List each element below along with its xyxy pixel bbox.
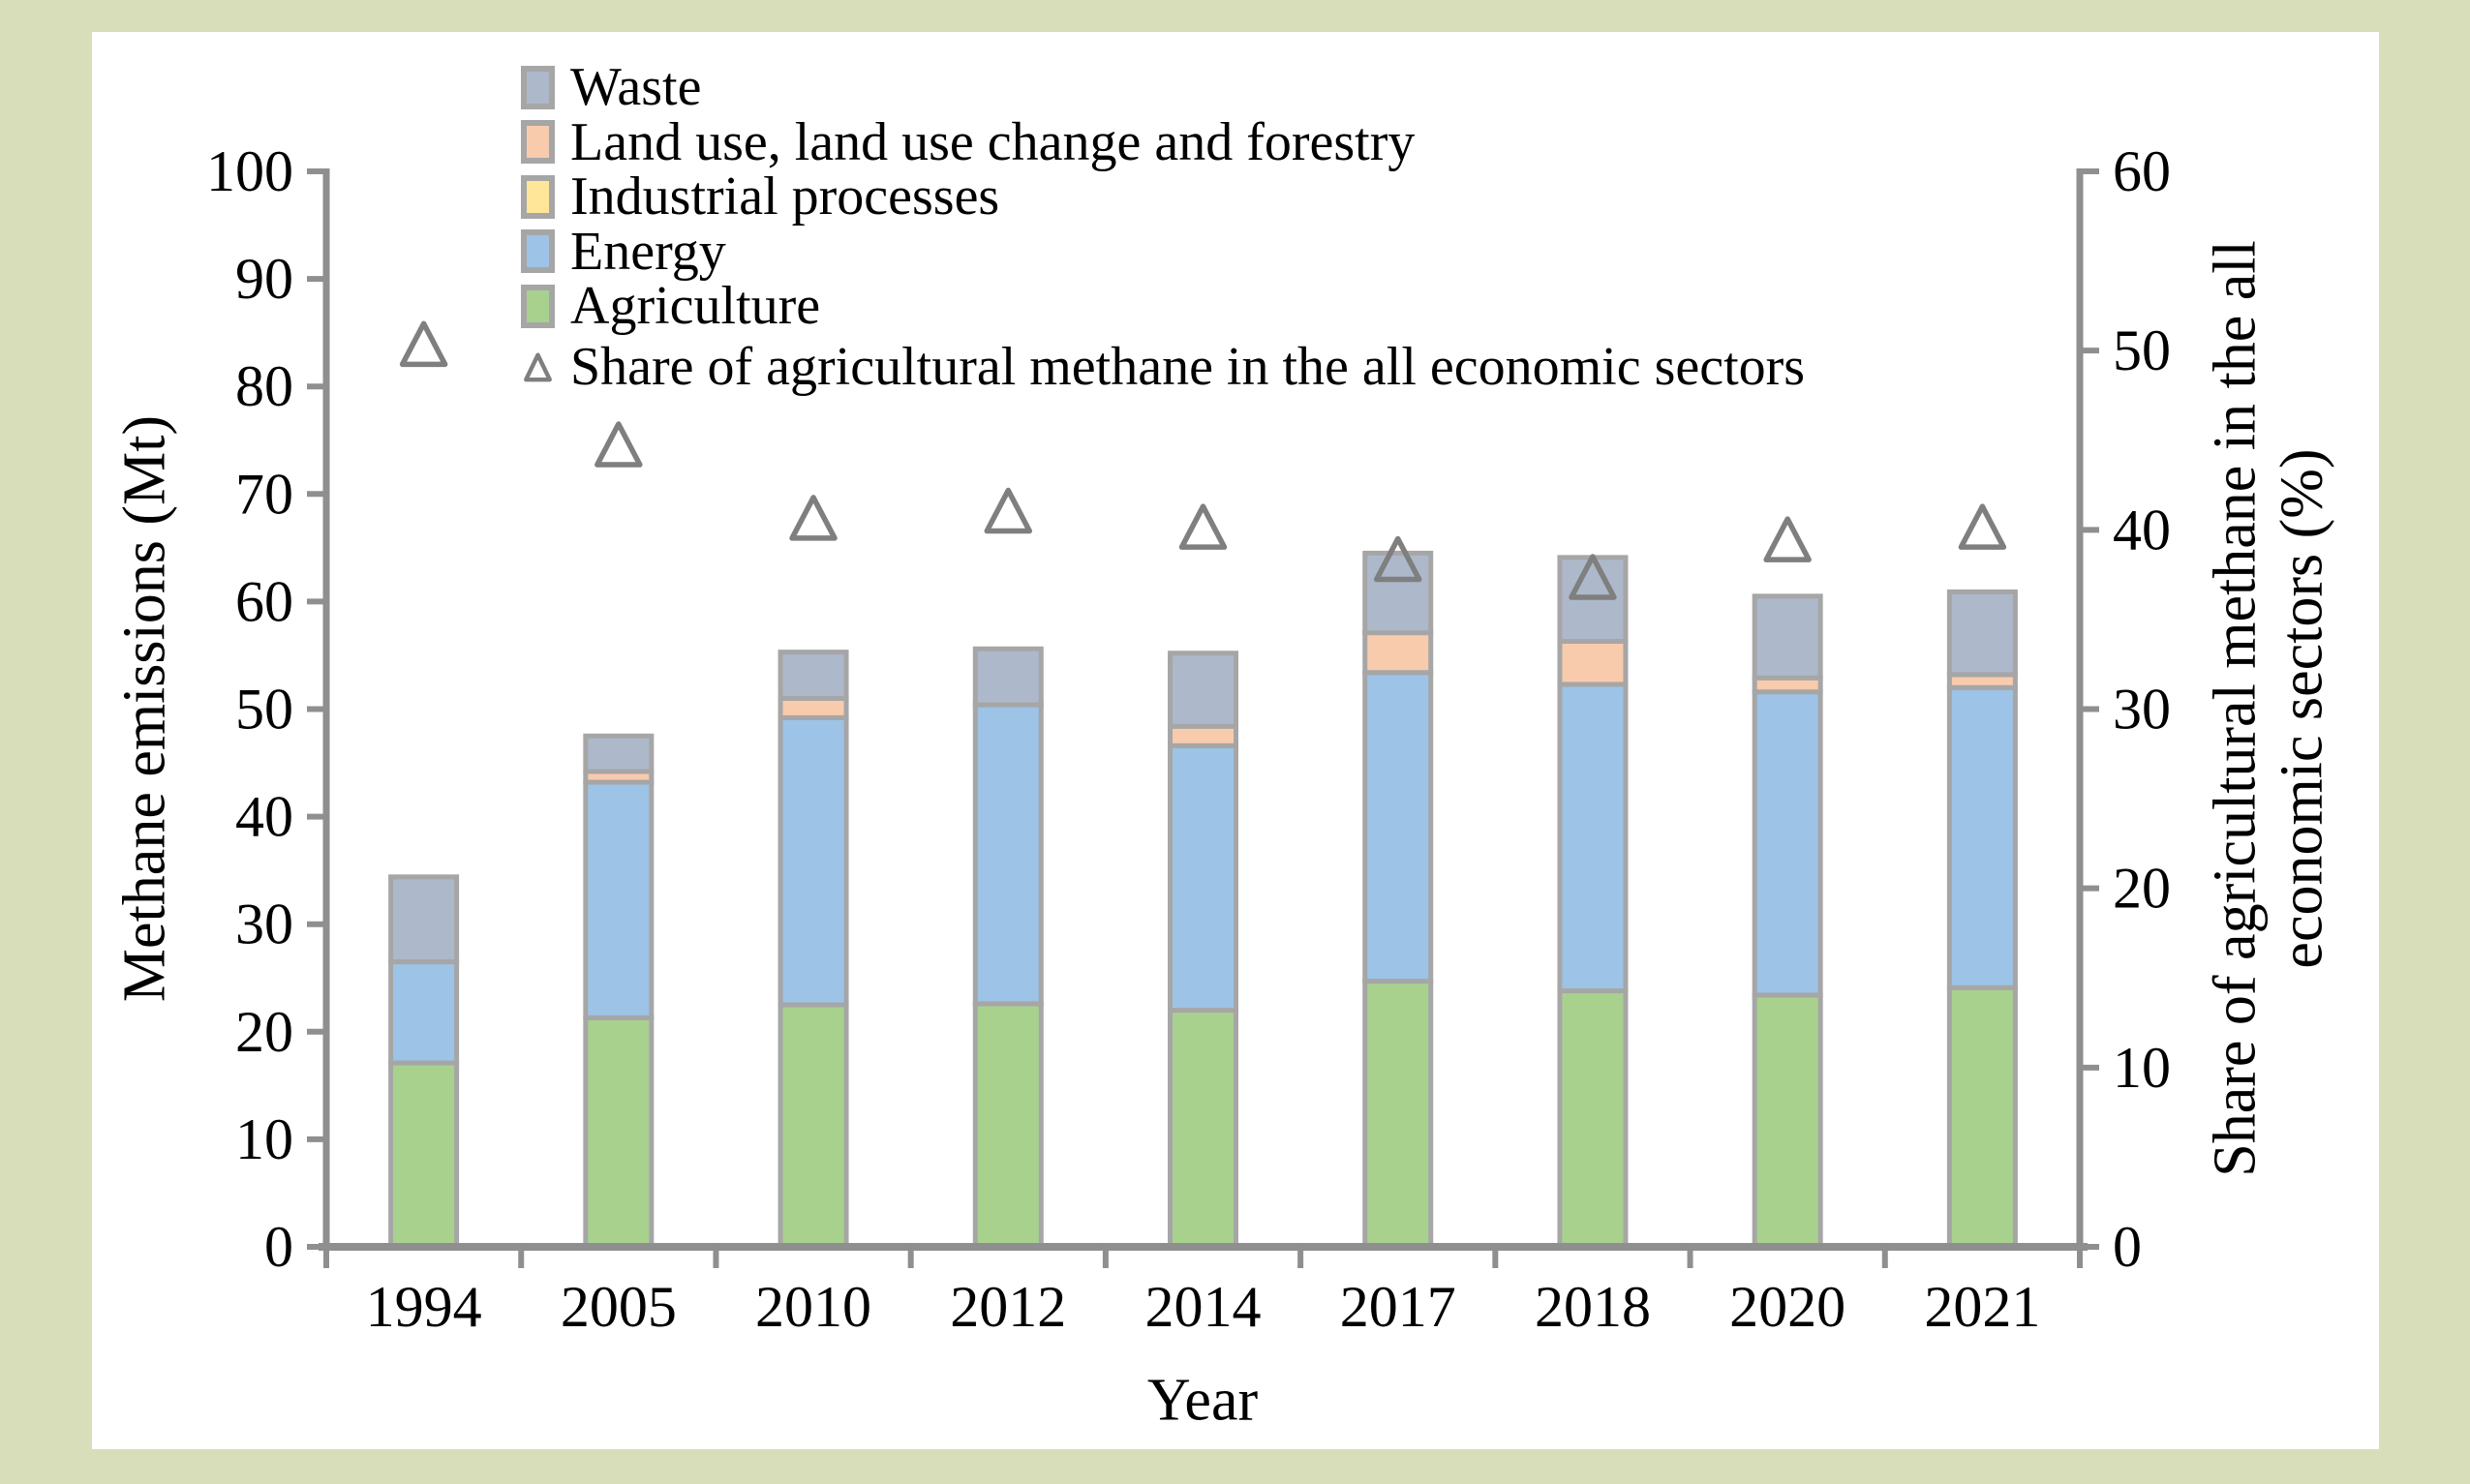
legend-marker-triangle-icon xyxy=(521,347,555,387)
legend-item-land-use: Land use, land use change and forestry xyxy=(521,115,1805,170)
y-axis-label-right-line2: economic sectors (%) xyxy=(2270,448,2335,969)
legend-item-energy: Energy xyxy=(521,225,1805,280)
legend: Waste Land use, land use change and fore… xyxy=(521,60,1805,394)
legend-label-energy: Energy xyxy=(570,221,726,282)
legend-swatch-agriculture-icon xyxy=(521,284,555,328)
legend-label-agriculture: Agriculture xyxy=(570,276,821,337)
legend-label-share: Share of agricultural methane in the all… xyxy=(570,336,1806,397)
legend-swatch-land-use-icon xyxy=(521,120,555,165)
legend-label-waste: Waste xyxy=(570,57,702,118)
legend-item-industrial-processes: Industrial processes xyxy=(521,169,1805,225)
y-axis-label-right-line1: Share of agricultural methane in the all xyxy=(2202,240,2269,1177)
legend-label-land-use: Land use, land use change and forestry xyxy=(570,111,1416,172)
legend-item-share: Share of agricultural methane in the all… xyxy=(521,340,1805,395)
legend-item-agriculture: Agriculture xyxy=(521,279,1805,334)
legend-item-waste: Waste xyxy=(521,60,1805,115)
legend-swatch-industrial-processes-icon xyxy=(521,174,555,219)
y-axis-label-left: Methane emissions (Mt) xyxy=(111,414,178,1003)
x-axis-label: Year xyxy=(1146,1367,1259,1434)
legend-swatch-energy-icon xyxy=(521,229,555,274)
legend-swatch-waste-icon xyxy=(521,65,555,109)
legend-label-industrial-processes: Industrial processes xyxy=(570,167,1000,227)
y-axis-label-right: Share of agricultural methane in the all… xyxy=(2203,240,2337,1177)
